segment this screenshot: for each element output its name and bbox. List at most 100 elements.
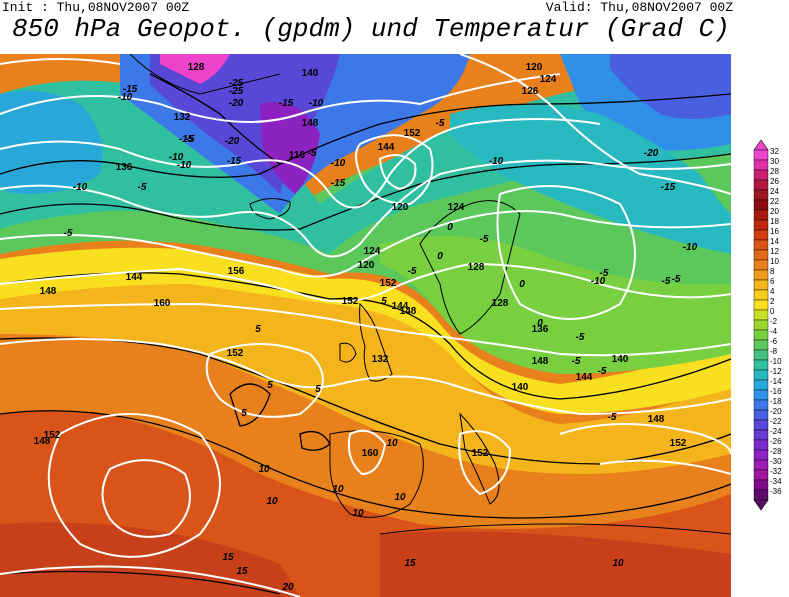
- geopotential-label: 144: [392, 301, 409, 312]
- geopotential-label: 148: [648, 414, 665, 425]
- temperature-label: -15: [331, 178, 346, 189]
- scale-swatch: [753, 239, 769, 251]
- temperature-label: -5: [598, 366, 607, 377]
- geopotential-label: 116: [289, 150, 306, 161]
- scale-tick-label: -26: [770, 437, 782, 446]
- geopotential-contour: [0, 58, 121, 65]
- scale-swatch: [753, 379, 769, 391]
- scale-tick-label: 0: [770, 307, 775, 316]
- scale-tick-label: 6: [770, 277, 775, 286]
- scale-tick-label: 30: [770, 157, 779, 166]
- temperature-field-africa: [380, 531, 731, 597]
- geopotential-label: 140: [512, 382, 529, 393]
- geopotential-label: 128: [188, 62, 205, 73]
- geopotential-label: 148: [34, 436, 51, 447]
- temperature-label: 5: [315, 384, 321, 395]
- temperature-label: -20: [225, 136, 240, 147]
- geopotential-label: 120: [526, 62, 543, 73]
- scale-tick-label: -14: [770, 377, 782, 386]
- geopotential-contour: [0, 73, 561, 123]
- scale-tick-label: -28: [770, 447, 782, 456]
- scale-swatch: [753, 149, 769, 161]
- temperature-label: 5: [381, 296, 387, 307]
- scale-swatch: [753, 299, 769, 311]
- scale-swatch: [753, 479, 769, 491]
- geopotential-label: 128: [468, 262, 485, 273]
- scale-swatch: [753, 279, 769, 291]
- temperature-field-near-zero: [0, 247, 731, 414]
- scale-swatch: [753, 289, 769, 301]
- temperature-label: 0: [437, 251, 443, 262]
- geopotential-contour: [459, 54, 731, 195]
- scale-tick-label: 12: [770, 247, 779, 256]
- temperature-label: -5: [186, 134, 195, 145]
- scale-swatch: [753, 439, 769, 451]
- geopotential-label: 160: [362, 448, 379, 459]
- scale-swatch: [753, 459, 769, 471]
- geopotential-label: 152: [342, 296, 359, 307]
- coastlines: [129, 54, 731, 535]
- geopotential-label: 124: [364, 246, 381, 257]
- isotherm-line: [299, 430, 331, 451]
- geopotential-label: 144: [378, 142, 395, 153]
- coastline-greenland: [129, 54, 281, 95]
- geopotential-contour: [458, 430, 512, 496]
- geopotential-label: 152: [44, 430, 61, 441]
- geopotential-contours: [0, 54, 731, 597]
- scale-tick-label: 4: [770, 287, 775, 296]
- isotherm-line: [0, 93, 731, 178]
- coastline-ireland: [339, 342, 357, 363]
- scale-arrow-bottom: [753, 499, 769, 511]
- scale-swatch: [753, 199, 769, 211]
- scale-tick-label: 22: [770, 197, 779, 206]
- temperature-label: -15: [123, 84, 138, 95]
- temperature-label: -10: [331, 158, 346, 169]
- scale-tick-label: -4: [770, 327, 778, 336]
- scale-tick-label: -6: [770, 337, 778, 346]
- scale-swatch: [753, 219, 769, 231]
- geopotential-label: 148: [40, 286, 57, 297]
- temperature-field-northeast-blue: [610, 54, 731, 119]
- scale-swatch: [753, 209, 769, 221]
- geopotential-label: 144: [126, 272, 143, 283]
- temperature-label: -5: [608, 412, 617, 423]
- temperature-label: -10: [591, 276, 606, 287]
- temperature-label: -15: [661, 182, 676, 193]
- scale-swatch: [753, 489, 769, 501]
- coastline-north-africa: [379, 523, 731, 535]
- scale-swatch: [753, 319, 769, 331]
- scale-tick-label: 18: [770, 217, 779, 226]
- geopotential-contour: [0, 118, 601, 209]
- geopotential-label: 132: [174, 112, 191, 123]
- geopotential-contour: [0, 338, 731, 416]
- scale-tick-label: -32: [770, 467, 782, 476]
- geopotential-label: 152: [404, 128, 421, 139]
- temperature-label: -5: [672, 274, 681, 285]
- geopotential-contour: [559, 423, 731, 455]
- temperature-label: 0: [537, 318, 543, 329]
- geopotential-contour: [0, 210, 731, 278]
- scale-swatch: [753, 189, 769, 201]
- geopotential-label: 132: [372, 354, 389, 365]
- geopotential-label: 148: [532, 356, 549, 367]
- temperature-label: 10: [266, 496, 278, 507]
- geopotential-label: 136: [116, 162, 133, 173]
- isotherm-line: [0, 410, 731, 519]
- temperature-field-coldest: [160, 54, 230, 84]
- temperature-label: 10: [394, 492, 406, 503]
- init-time-label: Init : Thu,08NOV2007 00Z: [2, 0, 190, 15]
- scale-tick-label: -36: [770, 487, 782, 496]
- scale-tick-label: -20: [770, 407, 782, 416]
- scale-tick-label: -22: [770, 417, 782, 426]
- scale-swatch: [753, 419, 769, 431]
- temperature-label: -5: [64, 228, 73, 239]
- scale-tick-label: -34: [770, 477, 782, 486]
- geopotential-contour: [0, 565, 301, 597]
- scale-tick-label: 20: [770, 207, 779, 216]
- scale-swatch: [753, 179, 769, 191]
- scale-tick-label: 26: [770, 177, 779, 186]
- coastline-britain: [359, 302, 393, 382]
- geopotential-contour: [205, 343, 324, 418]
